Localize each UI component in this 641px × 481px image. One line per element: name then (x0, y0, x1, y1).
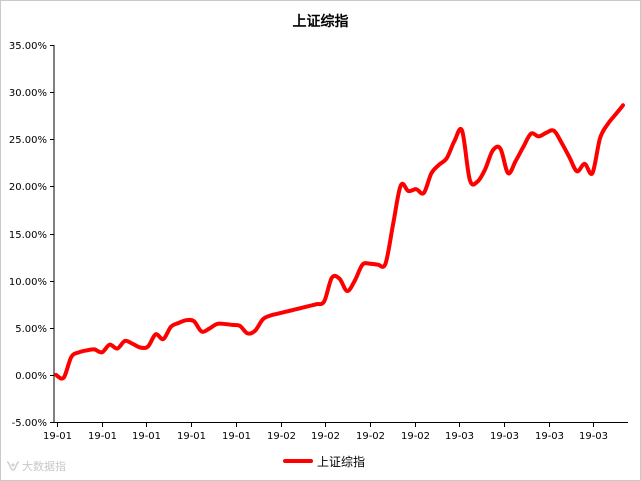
x-tick-label: 19-01 (132, 431, 161, 442)
series-line (54, 103, 625, 381)
x-tick-label: 19-02 (401, 431, 430, 442)
x-tick-label: 19-01 (88, 431, 117, 442)
y-axis: -5.00% 0.00% 5.00% 10.00% 15.00% 20.00% 25.00%… (9, 41, 55, 429)
chart-title: 上证综指 (292, 14, 349, 30)
legend-label: 上证综指 (317, 454, 366, 469)
x-axis: 19-01 19-01 19-01 19-01 19-01 19-02 19-02 19-02… (43, 422, 628, 442)
y-tick-label: 35.00% (9, 41, 47, 52)
x-tick-label: 19-01 (222, 431, 251, 442)
watermark-logo-icon (6, 461, 20, 471)
y-tick-label: 5.00% (15, 324, 47, 335)
y-tick-label: 15.00% (9, 230, 47, 241)
legend-swatch (283, 459, 313, 463)
legend: 上证综指 (283, 453, 365, 469)
watermark: 大数据指 (6, 458, 66, 474)
y-tick-label: 25.00% (9, 135, 47, 146)
x-tick-label: 19-02 (267, 431, 296, 442)
y-tick-label: 10.00% (9, 277, 47, 288)
x-tick-label: 19-01 (43, 431, 72, 442)
x-tick-label: 19-02 (311, 431, 340, 442)
y-tick-label: 30.00% (9, 88, 47, 99)
x-tick-label: 19-02 (356, 431, 385, 442)
y-tick-label: 20.00% (9, 182, 47, 193)
watermark-text: 大数据指 (22, 460, 66, 473)
x-tick-label: 19-03 (445, 431, 474, 442)
x-tick-label: 19-01 (177, 431, 206, 442)
series-group (54, 103, 625, 381)
y-tick-label: -5.00% (12, 418, 47, 429)
y-tick-label: 0.00% (15, 371, 47, 382)
x-tick-label: 19-03 (535, 431, 564, 442)
x-tick-label: 19-03 (490, 431, 519, 442)
x-tick-label: 19-03 (579, 431, 608, 442)
